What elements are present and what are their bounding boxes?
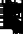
Title: LTR.1A: LTR.1A (0, 0, 23, 8)
Legend: 37.5 °C, 32 °C: 37.5 °C, 32 °C (0, 17, 13, 34)
Text: Figure 3B: Figure 3B (2, 0, 23, 17)
Legend: 37.5 °C, 32 °C: 37.5 °C, 32 °C (0, 28, 13, 34)
Text: Figure 3A: Figure 3A (2, 0, 23, 3)
